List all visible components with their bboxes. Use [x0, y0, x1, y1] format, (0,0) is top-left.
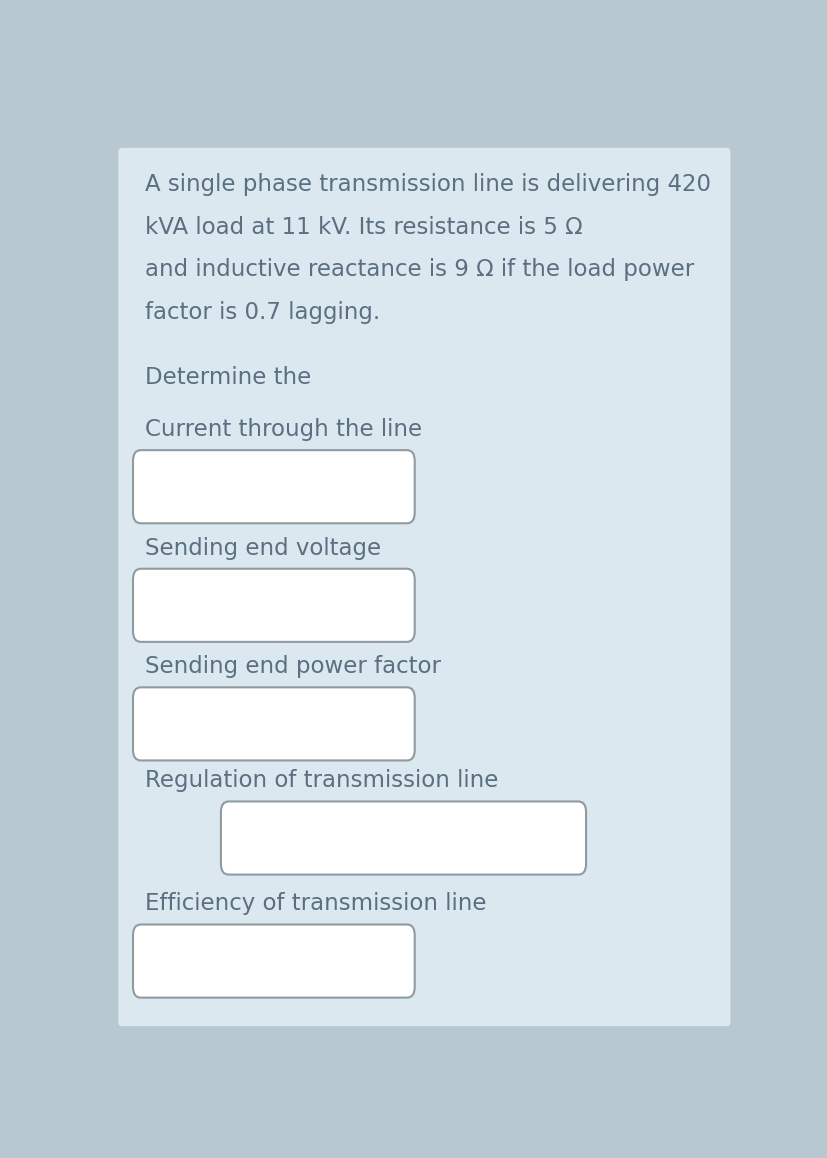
FancyBboxPatch shape [133, 569, 414, 642]
Text: and inductive reactance is 9 Ω if the load power: and inductive reactance is 9 Ω if the lo… [145, 258, 694, 281]
Text: Efficiency of transmission line: Efficiency of transmission line [145, 893, 486, 916]
FancyBboxPatch shape [221, 801, 586, 874]
Text: Determine the: Determine the [145, 366, 311, 389]
Text: Sending end power factor: Sending end power factor [145, 655, 441, 679]
FancyBboxPatch shape [133, 924, 414, 998]
FancyBboxPatch shape [118, 148, 729, 1026]
Text: Current through the line: Current through the line [145, 418, 422, 441]
Text: factor is 0.7 lagging.: factor is 0.7 lagging. [145, 301, 380, 324]
Text: kVA load at 11 kV. Its resistance is 5 Ω: kVA load at 11 kV. Its resistance is 5 Ω [145, 215, 582, 239]
Text: Sending end voltage: Sending end voltage [145, 536, 381, 559]
Text: A single phase transmission line is delivering 420: A single phase transmission line is deli… [145, 173, 710, 196]
FancyBboxPatch shape [133, 688, 414, 761]
Text: Regulation of transmission line: Regulation of transmission line [145, 769, 498, 792]
FancyBboxPatch shape [133, 450, 414, 523]
